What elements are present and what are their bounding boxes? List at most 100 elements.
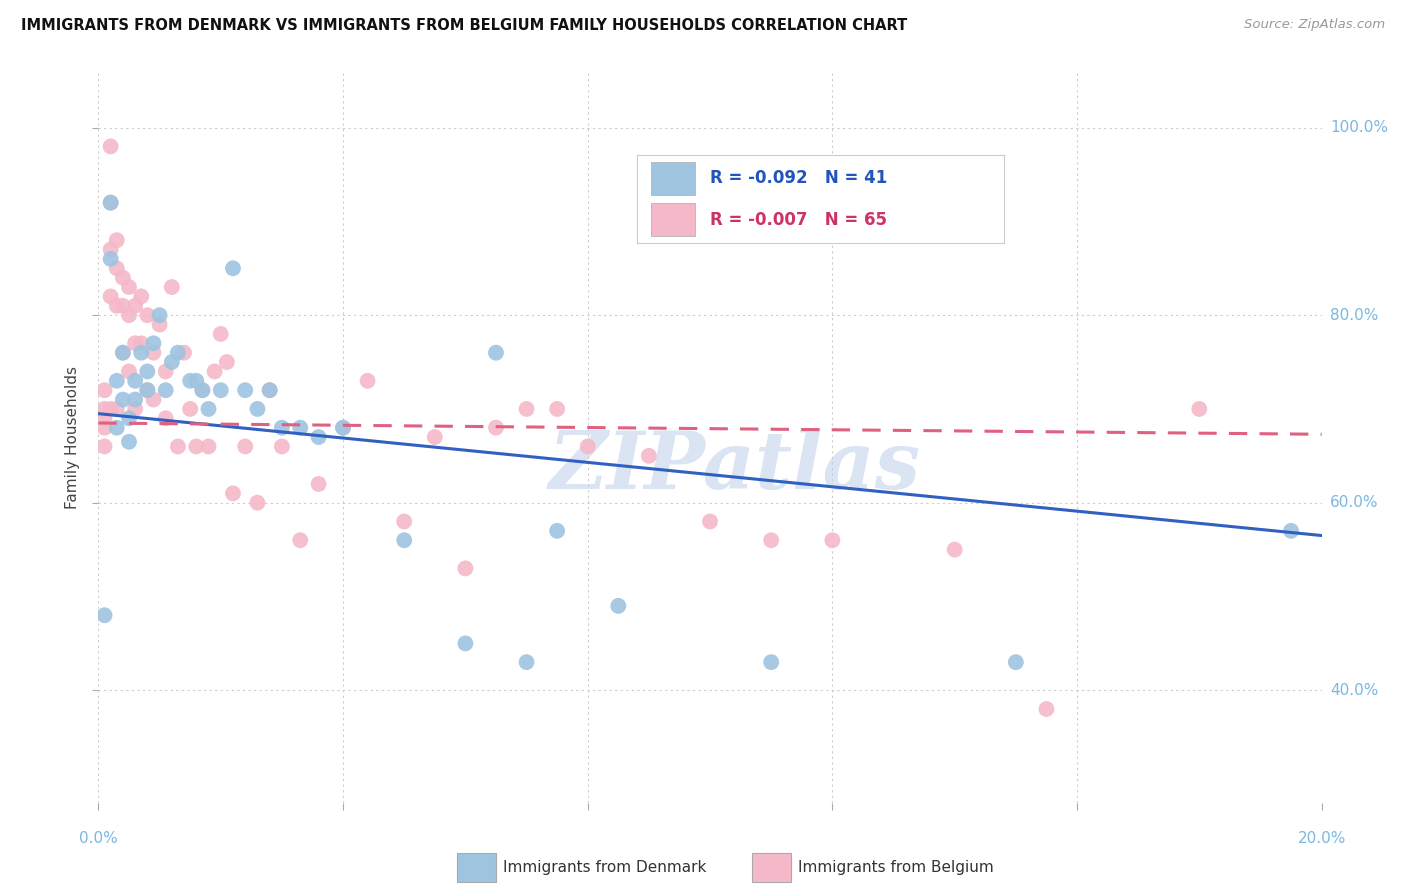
Point bbox=[105, 420, 128, 434]
Point bbox=[485, 345, 508, 359]
Point bbox=[105, 233, 128, 247]
Point bbox=[1004, 655, 1026, 669]
Text: ZIPatlas: ZIPatlas bbox=[548, 427, 921, 505]
Point bbox=[129, 345, 152, 359]
Text: 80.0%: 80.0% bbox=[1330, 308, 1378, 323]
Point bbox=[118, 364, 141, 378]
Point bbox=[290, 533, 312, 548]
Point bbox=[356, 374, 378, 388]
Point bbox=[93, 440, 115, 454]
Point bbox=[215, 355, 238, 369]
Point bbox=[270, 420, 292, 434]
Point bbox=[155, 383, 177, 397]
Y-axis label: Family Households: Family Households bbox=[65, 366, 80, 508]
Point bbox=[233, 383, 256, 397]
Point bbox=[105, 299, 128, 313]
Point bbox=[105, 401, 128, 416]
Point bbox=[100, 401, 122, 416]
Point bbox=[197, 440, 219, 454]
Point bbox=[759, 533, 782, 548]
Point bbox=[222, 261, 245, 276]
Point bbox=[160, 355, 183, 369]
Text: 40.0%: 40.0% bbox=[1330, 682, 1378, 698]
Point bbox=[100, 195, 122, 210]
Point bbox=[167, 440, 190, 454]
Point bbox=[943, 542, 966, 557]
Point bbox=[124, 401, 146, 416]
Point bbox=[233, 440, 256, 454]
Point bbox=[308, 430, 330, 444]
Point bbox=[149, 318, 172, 332]
Point bbox=[142, 345, 165, 359]
Point bbox=[160, 280, 183, 294]
Point bbox=[124, 336, 146, 351]
Point bbox=[124, 374, 146, 388]
Point bbox=[308, 477, 330, 491]
Point bbox=[129, 289, 152, 303]
Point bbox=[186, 440, 208, 454]
Point bbox=[1035, 702, 1057, 716]
Point bbox=[759, 655, 782, 669]
Point bbox=[155, 411, 177, 425]
Point bbox=[197, 401, 219, 416]
Point bbox=[105, 261, 128, 276]
FancyBboxPatch shape bbox=[752, 854, 790, 881]
Point bbox=[546, 401, 568, 416]
Point bbox=[290, 420, 312, 434]
Point bbox=[516, 655, 538, 669]
Text: IMMIGRANTS FROM DENMARK VS IMMIGRANTS FROM BELGIUM FAMILY HOUSEHOLDS CORRELATION: IMMIGRANTS FROM DENMARK VS IMMIGRANTS FR… bbox=[21, 18, 907, 33]
Text: Immigrants from Belgium: Immigrants from Belgium bbox=[799, 860, 994, 875]
Point bbox=[204, 364, 226, 378]
Point bbox=[423, 430, 446, 444]
Point bbox=[100, 289, 122, 303]
Point bbox=[124, 299, 146, 313]
Point bbox=[142, 336, 165, 351]
Point bbox=[93, 411, 115, 425]
Point bbox=[93, 383, 115, 397]
Point bbox=[118, 411, 141, 425]
Point bbox=[136, 383, 159, 397]
Point bbox=[259, 383, 281, 397]
Point bbox=[111, 392, 134, 407]
Point bbox=[179, 401, 201, 416]
Point bbox=[93, 608, 115, 623]
Text: 60.0%: 60.0% bbox=[1330, 495, 1378, 510]
Point bbox=[209, 383, 232, 397]
Point bbox=[118, 434, 141, 449]
Point bbox=[129, 336, 152, 351]
Point bbox=[1188, 401, 1211, 416]
Text: 0.0%: 0.0% bbox=[79, 830, 118, 846]
Point bbox=[93, 420, 115, 434]
Point bbox=[136, 308, 159, 322]
Point bbox=[173, 345, 195, 359]
Point bbox=[392, 533, 416, 548]
Point bbox=[607, 599, 630, 613]
Point bbox=[1279, 524, 1302, 538]
Point bbox=[124, 392, 146, 407]
Point bbox=[136, 364, 159, 378]
Point bbox=[100, 243, 122, 257]
Point bbox=[100, 252, 122, 266]
Point bbox=[392, 515, 416, 529]
FancyBboxPatch shape bbox=[457, 854, 496, 881]
Text: 100.0%: 100.0% bbox=[1330, 120, 1388, 135]
Point bbox=[516, 401, 538, 416]
Point bbox=[485, 420, 508, 434]
Point bbox=[111, 270, 134, 285]
Point bbox=[821, 533, 844, 548]
Point bbox=[136, 383, 159, 397]
Point bbox=[222, 486, 245, 500]
Point bbox=[155, 364, 177, 378]
Point bbox=[259, 383, 281, 397]
Point bbox=[191, 383, 214, 397]
Point bbox=[167, 345, 190, 359]
Point bbox=[93, 401, 115, 416]
Point bbox=[118, 280, 141, 294]
Point bbox=[179, 374, 201, 388]
Point bbox=[246, 496, 269, 510]
Point bbox=[142, 392, 165, 407]
Point bbox=[454, 636, 477, 650]
Point bbox=[149, 308, 172, 322]
Point bbox=[191, 383, 214, 397]
Point bbox=[332, 420, 354, 434]
